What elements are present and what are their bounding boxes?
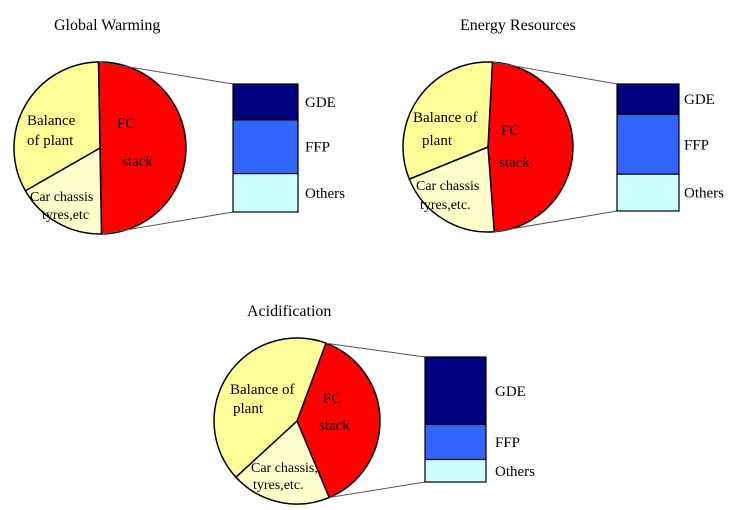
bar-segment-label: FFP: [495, 435, 520, 451]
pie-slice-label: plant: [233, 401, 264, 417]
connector-line-top: [492, 61, 618, 85]
pie-slice-label: tyres,etc: [42, 208, 89, 223]
bar-segment-others: [616, 173, 680, 212]
pie-slice-label: of plant: [27, 133, 74, 149]
connector-line-bottom: [101, 211, 234, 235]
pie-slice-balance-of-plant: [402, 61, 494, 181]
pie-slice-label: stack: [319, 418, 350, 434]
chart-panel: Global Warming FC stack Car chassis tyres,et…: [13, 17, 345, 235]
bar-segment-ffp: [232, 119, 299, 175]
pie-slice-label: plant: [422, 133, 453, 149]
pie-slice-balance-of-plant: [13, 61, 101, 192]
bar-segment-label: FFP: [684, 137, 709, 153]
bar-segment-label: Others: [684, 186, 724, 202]
pie-slice-label: FC: [501, 123, 519, 139]
pie-slice-car-chassis-tyres-etc: [24, 146, 103, 235]
connector-line-top: [98, 61, 234, 85]
connector-line-bottom: [329, 481, 426, 499]
bar-segment-ffp: [424, 423, 487, 461]
bar-segment-label: GDE: [305, 95, 336, 111]
connector-line-top: [325, 342, 426, 358]
pie-slice-label: Car chassis,: [251, 461, 318, 476]
pie-slice-label: tyres,etc.: [253, 478, 304, 493]
pie-slice-fc-stack: [97, 61, 187, 235]
pie-slice-fc-stack: [296, 342, 381, 499]
pie-slice-label: Balance of: [413, 110, 478, 126]
bar-segment-label: GDE: [495, 384, 526, 400]
bar-segment-gde: [424, 356, 487, 426]
pie-slice-fc-stack: [487, 61, 574, 233]
chart-title: Global Warming: [54, 17, 160, 34]
bar-segment-ffp: [616, 113, 680, 175]
bar-segment-others: [424, 458, 487, 483]
connector-line-bottom: [494, 210, 618, 233]
pie-slice-car-chassis-tyres-etc: [234, 419, 331, 505]
pie-slice-label: Balance: [27, 113, 76, 129]
bar-segment-label: FFP: [305, 140, 330, 156]
bar-segment-label: Others: [305, 186, 345, 202]
bar-segment-label: Others: [495, 464, 535, 480]
pie-slice-label: Car chassis: [416, 179, 479, 194]
bar-segment-gde: [616, 83, 680, 116]
pie-slice-car-chassis-tyres-etc: [408, 145, 496, 233]
pie-slice-label: Car chassis: [30, 190, 93, 205]
bar-segment-others: [232, 173, 299, 213]
chart-panel: Acidification FC stack Car chassis, tyres,et…: [213, 303, 535, 505]
pie-slice-label: FC: [117, 116, 135, 132]
chart-panel: Energy Resources FC stack Car chassis tyres,…: [402, 17, 724, 233]
bar-segment-label: GDE: [684, 92, 715, 108]
pie-slice-label: tyres,etc.: [420, 198, 471, 213]
pie-slice-balance-of-plant: [213, 337, 327, 479]
pie-slice-label: stack: [499, 155, 530, 171]
pie-slice-label: stack: [122, 154, 153, 170]
bar-segment-gde: [232, 83, 299, 121]
chart-title: Acidification: [247, 303, 331, 320]
chart-title: Energy Resources: [460, 17, 576, 34]
pie-slice-label: FC: [323, 391, 341, 407]
pie-slice-label: Balance of: [230, 382, 295, 398]
